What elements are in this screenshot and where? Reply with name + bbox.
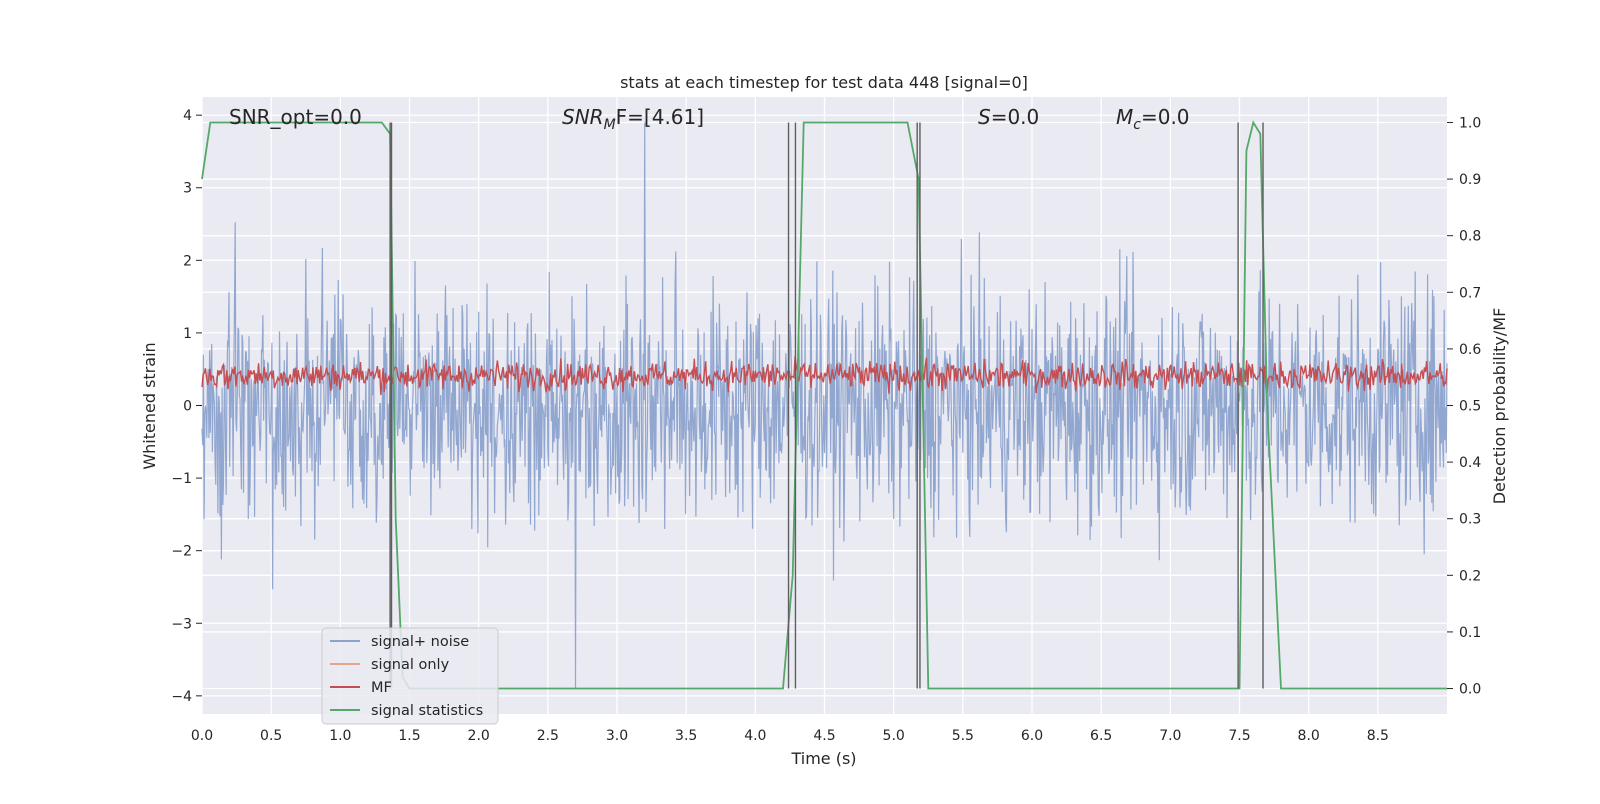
y-tick-label: 3 [183, 181, 192, 197]
y-tick-label: 0 [183, 399, 192, 415]
mf-line [201, 356, 1448, 396]
y-tick-label: 2 [183, 253, 192, 269]
y2-tick-label: 1.0 [1459, 115, 1481, 131]
legend: signal+ noise signal only MF signal stat… [321, 627, 499, 725]
y2-tick-label: 0.9 [1459, 172, 1481, 188]
x-tick-label: 3.0 [606, 728, 628, 744]
y2-tick-label: 0.2 [1459, 568, 1481, 584]
x-tick-label: 3.5 [675, 728, 697, 744]
annotation-snr-mf: SNRMF=[4.61] [562, 105, 704, 133]
x-tick-label: 2.0 [468, 728, 490, 744]
y2-tick-label: 0.4 [1459, 455, 1481, 471]
annotation-mc: Mc=0.0 [1116, 105, 1190, 133]
annotation-s: S=0.0 [978, 105, 1039, 129]
mf-series [201, 356, 1448, 396]
x-tick-label: 7.0 [1159, 728, 1181, 744]
x-tick-label: 1.5 [398, 728, 420, 744]
x-tick-label: 0.0 [191, 728, 213, 744]
signal-statistics-series [201, 120, 1447, 690]
vertical-markers [389, 122, 1264, 689]
signal-noise-series [201, 122, 1448, 689]
y2-tick-label: 0.5 [1459, 399, 1481, 415]
legend-box [321, 627, 499, 725]
x-tick-label: 4.0 [744, 728, 766, 744]
legend-label-signal-noise: signal+ noise [371, 634, 469, 650]
x-tick-label: 6.0 [1021, 728, 1043, 744]
x-tick-label: 0.5 [260, 728, 282, 744]
y-tick-label: 1 [183, 326, 192, 342]
x-tick-label: 6.5 [1090, 728, 1112, 744]
legend-label-signal-statistics: signal statistics [371, 703, 483, 719]
chart-title: stats at each timestep for test data 448… [620, 73, 1028, 92]
x-tick-label: 8.5 [1367, 728, 1389, 744]
y-tick-label: 4 [183, 108, 192, 124]
legend-label-signal-only: signal only [371, 657, 450, 673]
legend-label-mf: MF [371, 680, 392, 696]
signal-statistics-line [201, 120, 1447, 690]
y-tick-label: −4 [171, 689, 192, 705]
y-tick-label: −2 [171, 544, 192, 560]
y2-tick-label: 0.7 [1459, 285, 1481, 301]
y2-tick-label: 0.1 [1459, 625, 1481, 641]
x-tick-label: 5.0 [883, 728, 905, 744]
x-tick-label: 2.5 [537, 728, 559, 744]
y2-tick-label: 0.0 [1459, 682, 1481, 698]
y2-tick-label: 0.3 [1459, 512, 1481, 528]
x-tick-label: 5.5 [952, 728, 974, 744]
x-tick-label: 8.0 [1298, 728, 1320, 744]
signal-noise-line [201, 122, 1448, 689]
y2-tick-label: 0.8 [1459, 229, 1481, 245]
y2-tick-label: 0.6 [1459, 342, 1481, 358]
x-tick-label: 4.5 [813, 728, 835, 744]
x-tick-label: 1.0 [329, 728, 351, 744]
tick-labels: 0.0 0.5 1.0 1.5 2.0 2.5 3.0 3.5 4.0 4.5 5.0 5.5 6.0 6… [171, 108, 1481, 744]
y2-axis-label: Detection probability/MF [1490, 308, 1509, 505]
y-tick-label: −1 [171, 471, 192, 487]
x-tick-label: 7.5 [1228, 728, 1250, 744]
x-axis-label: Time (s) [790, 749, 856, 768]
annotation-snr-opt: SNR_opt=0.0 [229, 105, 362, 129]
y-tick-label: −3 [171, 616, 192, 632]
y-axis-label: Whitened strain [140, 342, 159, 469]
